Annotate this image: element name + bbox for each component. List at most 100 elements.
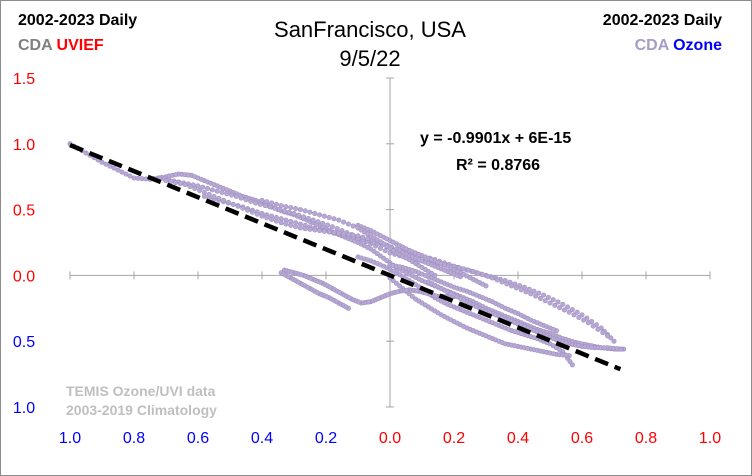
data-point <box>206 191 212 197</box>
data-point <box>355 233 361 239</box>
regression-equation: y = -0.9901x + 6E-15 <box>420 130 572 147</box>
data-point <box>531 335 537 341</box>
data-point <box>441 262 447 268</box>
data-point <box>611 338 617 344</box>
data-point <box>221 197 227 203</box>
data-point <box>327 284 333 290</box>
data-point <box>238 195 244 201</box>
data-point <box>397 283 403 289</box>
data-point <box>512 309 518 315</box>
data-point <box>214 188 220 194</box>
y-tick-label: 1.0 <box>13 137 35 154</box>
data-point <box>288 222 294 228</box>
data-point <box>525 315 531 321</box>
data-point <box>397 264 403 270</box>
data-point <box>295 279 301 285</box>
data-point <box>336 217 342 223</box>
right-header-line2: CDA Ozone <box>635 37 722 55</box>
data-point <box>259 197 265 203</box>
y-tick-label: 1.5 <box>13 71 35 88</box>
data-point <box>576 343 582 349</box>
data-point <box>177 181 183 187</box>
trendline-layer <box>69 143 622 372</box>
data-point <box>537 321 543 327</box>
data-point <box>536 290 542 296</box>
data-point <box>537 348 543 354</box>
data-point <box>377 239 383 245</box>
data-point <box>240 205 246 211</box>
data-point <box>614 346 620 352</box>
data-point <box>334 226 340 232</box>
data-point <box>302 208 308 214</box>
right-header-variable: Ozone <box>673 37 722 54</box>
data-point <box>441 267 447 273</box>
data-point <box>461 266 467 272</box>
x-tick-label: 1.0 <box>699 430 721 447</box>
left-header-line1: 2002-2023 Daily <box>18 12 138 29</box>
y-tick-label: 0.0 <box>13 268 35 285</box>
data-point <box>504 281 510 287</box>
data-point <box>531 288 537 294</box>
data-point <box>550 336 556 342</box>
data-point <box>111 165 117 171</box>
data-point <box>581 317 587 323</box>
data-point <box>533 293 539 299</box>
data-point <box>333 299 339 305</box>
data-point <box>259 213 265 219</box>
data-point <box>589 344 595 350</box>
data-point <box>312 211 318 217</box>
left-header-line2: CDA UVIEF <box>18 37 104 55</box>
right-header-prefix: CDA <box>634 37 669 54</box>
data-point <box>326 214 332 220</box>
data-point <box>509 283 515 289</box>
data-points <box>67 141 627 368</box>
data-point <box>219 189 225 195</box>
data-point <box>209 187 215 193</box>
data-point <box>314 290 320 296</box>
data-point <box>216 195 222 201</box>
data-point <box>187 184 193 190</box>
data-point <box>574 309 580 315</box>
left-header-prefix: CDA <box>18 37 53 54</box>
data-point <box>185 172 191 178</box>
data-point <box>317 228 323 234</box>
data-point <box>403 255 409 261</box>
data-point <box>521 284 527 290</box>
data-point <box>512 320 518 326</box>
data-point <box>550 326 556 332</box>
credit-line-1: TEMIS Ozone/UVI data <box>66 383 216 399</box>
data-point <box>547 300 553 306</box>
data-point <box>550 351 556 357</box>
data-point <box>505 326 511 332</box>
data-point <box>286 209 292 215</box>
data-point <box>305 215 311 221</box>
data-point <box>486 297 492 303</box>
data-point <box>557 347 563 353</box>
data-point <box>103 161 109 167</box>
data-point <box>499 340 505 346</box>
data-point <box>123 171 129 177</box>
data-point <box>461 297 467 303</box>
data-point <box>243 197 249 203</box>
data-point <box>605 333 611 339</box>
data-point <box>273 218 279 224</box>
data-point <box>201 189 207 195</box>
data-point <box>315 219 321 225</box>
data-point <box>518 287 524 293</box>
data-point <box>429 270 435 276</box>
data-point <box>512 343 518 349</box>
data-point <box>375 296 381 302</box>
data-point <box>254 211 260 217</box>
data-point <box>224 191 230 197</box>
data-point <box>403 246 409 252</box>
data-point <box>493 321 499 327</box>
data-point <box>264 199 270 205</box>
data-point <box>416 257 422 263</box>
data-point <box>566 309 572 315</box>
data-point <box>595 326 601 332</box>
data-point <box>590 323 596 329</box>
data-point <box>325 222 331 228</box>
data-point <box>525 345 531 351</box>
data-point <box>365 231 371 237</box>
